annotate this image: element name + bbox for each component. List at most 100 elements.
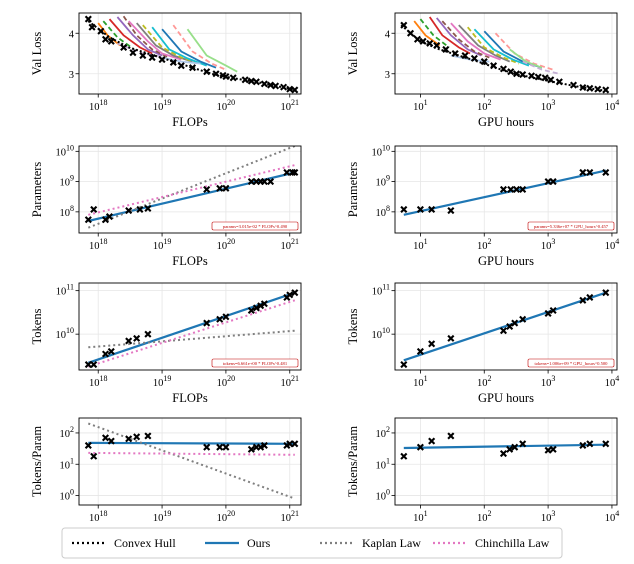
training-run-line	[413, 20, 441, 47]
x-tick-label: 101	[413, 98, 428, 113]
data-point-marker	[506, 445, 514, 453]
data-point-marker	[252, 78, 260, 86]
data-point-marker	[579, 168, 587, 177]
y-tick-label: 101	[60, 456, 75, 471]
axes-frame	[78, 12, 302, 95]
data-point-marker	[499, 327, 508, 335]
x-tick-label: 1018	[89, 98, 108, 113]
y-tick-label: 108	[376, 204, 391, 219]
legend-item: Chinchilla Law	[433, 536, 550, 550]
data-point-marker	[257, 302, 265, 310]
data-point-marker	[280, 83, 288, 91]
training-run-line	[172, 24, 227, 71]
data-point-marker	[212, 70, 220, 78]
data-point-marker	[544, 446, 552, 454]
data-point-marker	[144, 432, 152, 440]
data-point-marker	[406, 29, 415, 37]
y-tick-label: 1010	[56, 143, 75, 158]
data-point-marker	[602, 86, 610, 94]
legend-label: Chinchilla Law	[475, 536, 550, 550]
x-tick-label: 101	[413, 374, 428, 389]
data-point-marker	[266, 178, 275, 186]
axes-frame	[394, 145, 618, 234]
training-run-line	[151, 26, 208, 67]
training-run-line	[458, 24, 511, 63]
data-point-marker	[428, 205, 436, 213]
data-point-marker	[105, 212, 114, 221]
data-point-marker	[291, 168, 299, 177]
data-point-marker	[84, 361, 92, 369]
data-point-marker	[547, 76, 555, 84]
data-point-marker	[447, 432, 455, 440]
panel-tokens_gpu: 101 102 103 104 1010 1011 GPU hours Tokens token…	[346, 282, 619, 405]
data-point-marker	[84, 15, 92, 23]
fit-line	[88, 164, 296, 216]
x-tick-label: 103	[541, 98, 556, 113]
data-point-marker	[203, 319, 211, 327]
y-tick-label: 4	[69, 29, 75, 40]
data-point-marker	[101, 350, 110, 358]
fit-line	[403, 169, 607, 216]
data-point-marker	[188, 64, 197, 72]
x-tick-label: 102	[477, 98, 492, 113]
training-run-line	[122, 15, 168, 58]
data-point-marker	[101, 434, 110, 442]
x-tick-label: 101	[413, 237, 428, 252]
x-tick-label: 1018	[89, 374, 108, 389]
legend-label: Ours	[247, 536, 271, 550]
x-axis-label: FLOPs	[172, 115, 208, 129]
data-point-marker	[534, 73, 542, 81]
data-point-marker	[490, 62, 498, 70]
data-point-marker	[203, 443, 211, 451]
legend-frame	[61, 527, 563, 559]
data-point-marker	[222, 73, 230, 81]
panel-params_flops: 1018 1019 1020 1021 108 109 1010 FLOPs Parameter…	[30, 143, 302, 268]
data-point-marker	[428, 340, 436, 348]
training-run-line	[142, 24, 201, 65]
data-point-marker	[428, 437, 436, 445]
data-point-marker	[470, 54, 478, 62]
data-point-marker	[586, 84, 594, 92]
x-tick-label: 104	[605, 98, 620, 113]
data-point-marker	[229, 74, 237, 82]
y-tick-label: 109	[60, 174, 75, 189]
data-point-marker	[247, 306, 255, 315]
fit-formula-box	[211, 221, 299, 231]
plot-area	[400, 289, 610, 369]
data-point-marker	[107, 437, 115, 445]
data-point-marker	[400, 452, 408, 460]
x-tick-label: 1020	[217, 374, 236, 389]
training-run-line	[494, 32, 554, 71]
y-axis-label: Tokens/Param	[346, 426, 360, 498]
axes-frame	[394, 417, 618, 506]
data-point-marker	[480, 58, 488, 66]
training-run-line	[467, 26, 520, 65]
fit-line	[88, 441, 295, 445]
data-point-marker	[512, 185, 521, 193]
data-point-marker	[90, 361, 98, 369]
axes-frame	[78, 145, 302, 234]
data-point-marker	[527, 72, 536, 80]
data-point-marker	[594, 85, 602, 93]
x-tick-label: 1018	[89, 237, 108, 252]
data-point-marker	[507, 185, 515, 193]
data-point-marker	[158, 56, 166, 64]
data-point-marker	[144, 204, 152, 212]
data-point-marker	[499, 65, 508, 73]
y-axis-label: Tokens	[30, 308, 44, 344]
y-tick-label: 100	[60, 488, 75, 503]
x-tick-label: 1018	[89, 509, 108, 524]
y-tick-label: 3	[69, 70, 74, 81]
fit-line	[403, 443, 606, 450]
data-point-marker	[260, 80, 268, 88]
data-point-marker	[133, 334, 141, 342]
training-run-line	[161, 56, 201, 65]
data-point-marker	[586, 440, 594, 448]
training-run-line	[97, 22, 121, 47]
data-point-marker	[241, 76, 249, 84]
y-tick-label: 1010	[56, 326, 75, 341]
x-axis-label: GPU hours	[478, 254, 534, 268]
data-point-marker	[579, 296, 587, 304]
training-run-line	[102, 20, 134, 50]
data-point-marker	[266, 81, 275, 89]
